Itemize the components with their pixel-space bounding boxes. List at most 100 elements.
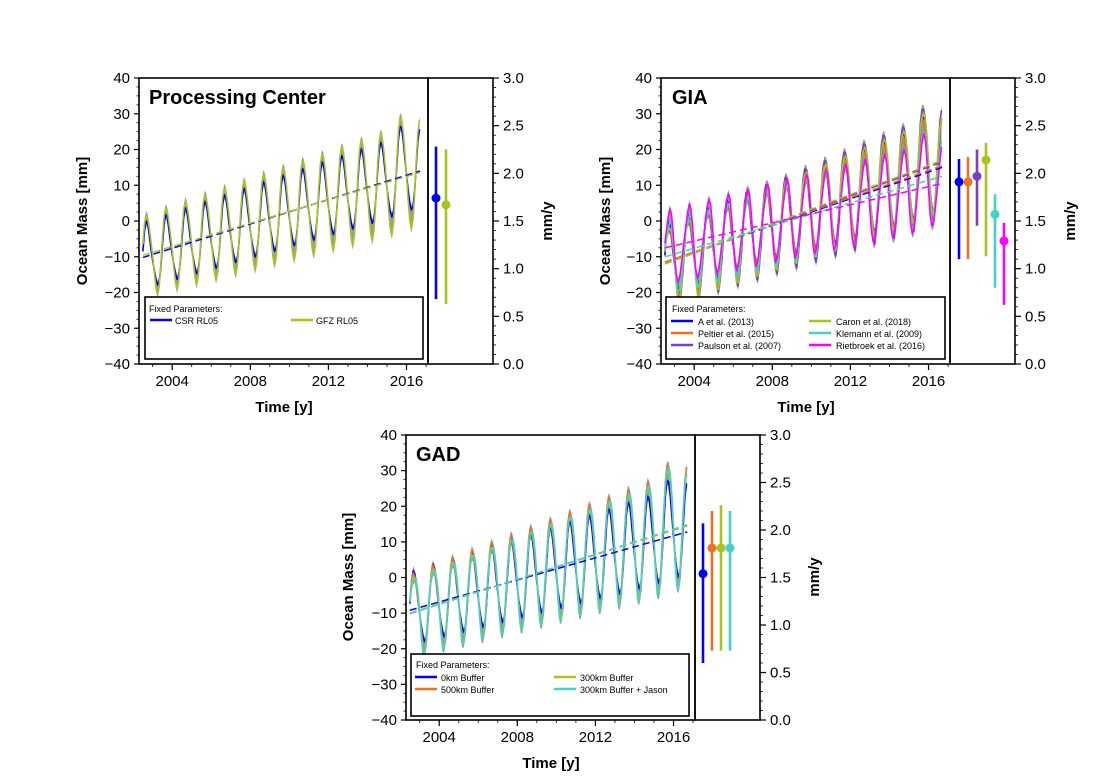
rate-point bbox=[972, 171, 982, 181]
y-axis-label: Ocean Mass [mm] bbox=[597, 157, 614, 285]
rate-point bbox=[963, 177, 973, 187]
rate-point bbox=[999, 236, 1009, 246]
legend-title: Fixed Parameters: bbox=[416, 660, 490, 670]
series-line-rietbroek-et-al-2016- bbox=[664, 132, 943, 284]
legend-label: 0km Buffer bbox=[441, 673, 484, 683]
y-tick-label: 40 bbox=[113, 70, 130, 87]
y-tick-label: −30 bbox=[372, 676, 397, 693]
y-tick-label: −20 bbox=[105, 285, 130, 302]
chart-plot-0: 40 30 20 10 0 −10 −20 −30 −40 3.0 2.5 2.0 1.5 1.0 0.5 0… bbox=[105, 70, 524, 390]
y2-tick-label: 1.5 bbox=[1025, 213, 1046, 230]
series-line-300km-buffer-jason bbox=[409, 466, 688, 655]
y-tick-label: −30 bbox=[105, 320, 130, 337]
rate-point bbox=[981, 155, 991, 165]
y-tick-label: 40 bbox=[635, 70, 652, 87]
x-tick-label: 2008 bbox=[756, 373, 789, 390]
y-axis-label: Ocean Mass [mm] bbox=[74, 157, 91, 285]
y2-tick-label: 0.0 bbox=[770, 712, 791, 729]
legend-label: 300km Buffer bbox=[580, 673, 633, 683]
x-tick-label: 2012 bbox=[579, 729, 612, 746]
x-tick-label: 2012 bbox=[312, 373, 345, 390]
legend-label: Paulson et al. (2007) bbox=[698, 341, 781, 351]
legend-label: A et al. (2013) bbox=[698, 317, 754, 327]
legend-box bbox=[665, 296, 946, 360]
y-tick-label: 10 bbox=[380, 534, 397, 551]
y2-tick-label: 0.0 bbox=[503, 356, 524, 373]
spread-band bbox=[664, 104, 942, 308]
x-tick-label: 2016 bbox=[657, 729, 690, 746]
y-tick-label: −20 bbox=[627, 285, 652, 302]
y-tick-label: 0 bbox=[644, 213, 652, 230]
rate-point bbox=[698, 569, 708, 579]
panel-title: GAD bbox=[416, 444, 460, 466]
y-tick-label: −20 bbox=[372, 641, 397, 658]
chart-plot-2: 40 30 20 10 0 −10 −20 −30 −40 3.0 2.5 2.0 1.5 1.0 0.5 0… bbox=[372, 427, 791, 746]
x-tick-label: 2008 bbox=[501, 729, 534, 746]
y-tick-label: 40 bbox=[380, 427, 397, 444]
y-tick-label: −40 bbox=[627, 356, 652, 373]
y2-tick-label: 3.0 bbox=[1025, 70, 1046, 87]
x-tick-label: 2012 bbox=[834, 373, 867, 390]
y-axis-label: Ocean Mass [mm] bbox=[340, 513, 357, 641]
chart-plot-1: 40 30 20 10 0 −10 −20 −30 −40 3.0 2.5 2.0 1.5 1.0 0.5 0… bbox=[627, 70, 1046, 390]
x-tick-label: 2004 bbox=[156, 373, 189, 390]
y2-tick-label: 0.5 bbox=[1025, 308, 1046, 325]
y2-tick-label: 1.0 bbox=[1025, 261, 1046, 278]
rate-point bbox=[954, 177, 964, 187]
y-tick-label: −30 bbox=[627, 320, 652, 337]
y-tick-label: −40 bbox=[105, 356, 130, 373]
legend-label: 300km Buffer + Jason bbox=[580, 685, 668, 695]
y-tick-label: −10 bbox=[627, 249, 652, 266]
y2-tick-label: 2.5 bbox=[503, 118, 524, 135]
series-line-paulson-et-al-2007- bbox=[664, 108, 943, 305]
legend-title: Fixed Parameters: bbox=[672, 304, 746, 314]
y2-tick-label: 1.0 bbox=[503, 261, 524, 278]
y-tick-label: 30 bbox=[113, 106, 130, 123]
legend-label: Rietbroek et al. (2016) bbox=[836, 341, 925, 351]
rate-point bbox=[725, 543, 735, 553]
y-tick-label: 30 bbox=[635, 106, 652, 123]
x-axis-label: Time [y] bbox=[255, 399, 312, 416]
legend-box bbox=[144, 296, 424, 360]
series-line-gfz-rl05 bbox=[142, 116, 421, 295]
rate-frame bbox=[427, 77, 494, 365]
legend-label: 500km Buffer bbox=[441, 685, 494, 695]
trend-line bbox=[664, 159, 943, 265]
y2-tick-label: 2.5 bbox=[1025, 118, 1046, 135]
y2-tick-label: 3.0 bbox=[770, 427, 791, 444]
x-tick-label: 2004 bbox=[423, 729, 456, 746]
rate-point bbox=[707, 543, 717, 553]
legend-label: Peltier et al. (2015) bbox=[698, 329, 774, 339]
y2-axis-label: mm/y bbox=[806, 557, 823, 597]
y2-axis-label: mm/y bbox=[539, 201, 556, 241]
trend-line bbox=[409, 531, 688, 611]
trend-line bbox=[664, 182, 943, 249]
panel-title: GIA bbox=[672, 87, 708, 109]
rate-point bbox=[716, 543, 726, 553]
rate-point bbox=[431, 193, 441, 203]
y2-tick-label: 2.5 bbox=[770, 475, 791, 492]
panel-processing-center: Processing Center Time [y] Ocean Mass [m… bbox=[74, 87, 556, 416]
x-axis-label: Time [y] bbox=[522, 755, 579, 772]
legend-label: GFZ RL05 bbox=[316, 316, 358, 326]
y2-tick-label: 1.5 bbox=[503, 213, 524, 230]
panel-gad: GAD Time [y] Ocean Mass [mm] mm/y Fixed … bbox=[340, 444, 823, 772]
panel-gia: GIA Time [y] Ocean Mass [mm] mm/y Fixed … bbox=[597, 87, 1079, 416]
y2-tick-label: 1.5 bbox=[770, 570, 791, 587]
trend-line bbox=[142, 171, 421, 257]
y2-tick-label: 2.0 bbox=[1025, 165, 1046, 182]
y2-axis-label: mm/y bbox=[1062, 201, 1079, 241]
rate-point bbox=[990, 209, 1000, 219]
x-tick-label: 2004 bbox=[678, 373, 711, 390]
panel-title: Processing Center bbox=[149, 87, 326, 109]
y-tick-label: −10 bbox=[105, 249, 130, 266]
rate-point bbox=[441, 200, 451, 210]
trend-line bbox=[409, 524, 688, 615]
y2-tick-label: 2.0 bbox=[770, 522, 791, 539]
x-tick-label: 2016 bbox=[390, 373, 423, 390]
y-tick-label: 20 bbox=[113, 142, 130, 159]
y-tick-label: 30 bbox=[380, 463, 397, 480]
series-line-500km-buffer bbox=[409, 464, 688, 653]
y-tick-label: 20 bbox=[635, 142, 652, 159]
